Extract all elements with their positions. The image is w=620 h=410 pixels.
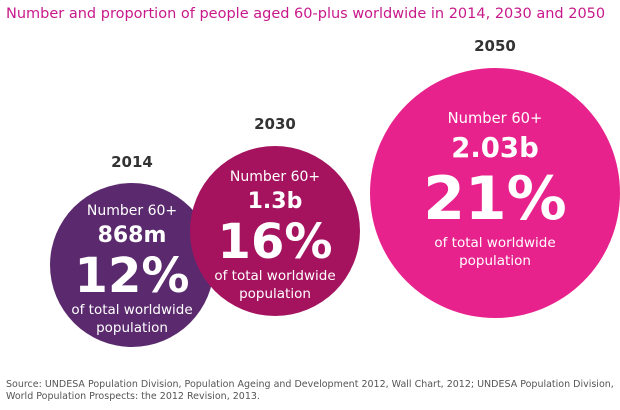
bubble-2030: [190, 146, 360, 316]
share-label-line1: of total worldwide: [214, 268, 335, 284]
share-value-2014: 12%: [75, 248, 190, 304]
year-label-2030: 2030: [254, 115, 296, 133]
year-label-2014: 2014: [111, 153, 153, 171]
number-label: Number 60+: [230, 169, 320, 185]
bubble-2014: [50, 183, 214, 347]
share-label-line2: population: [239, 286, 311, 302]
bubble-2050: [370, 68, 620, 318]
number-value-2050: 2.03b: [451, 132, 539, 164]
chart-title: Number and proportion of people aged 60-…: [6, 6, 606, 22]
number-label: Number 60+: [87, 203, 177, 219]
share-label-line2: population: [459, 253, 531, 269]
source-note: Source: UNDESA Population Division, Popu…: [6, 379, 614, 402]
number-value-2030: 1.3b: [248, 189, 303, 214]
year-label-2050: 2050: [474, 37, 516, 55]
share-value-2050: 21%: [423, 164, 567, 234]
share-label-line1: of total worldwide: [434, 235, 555, 251]
number-value-2014: 868m: [98, 223, 167, 248]
share-label-line1: of total worldwide: [71, 302, 192, 318]
number-label: Number 60+: [448, 110, 543, 127]
share-label-line2: population: [96, 320, 168, 336]
share-value-2030: 16%: [218, 214, 333, 270]
